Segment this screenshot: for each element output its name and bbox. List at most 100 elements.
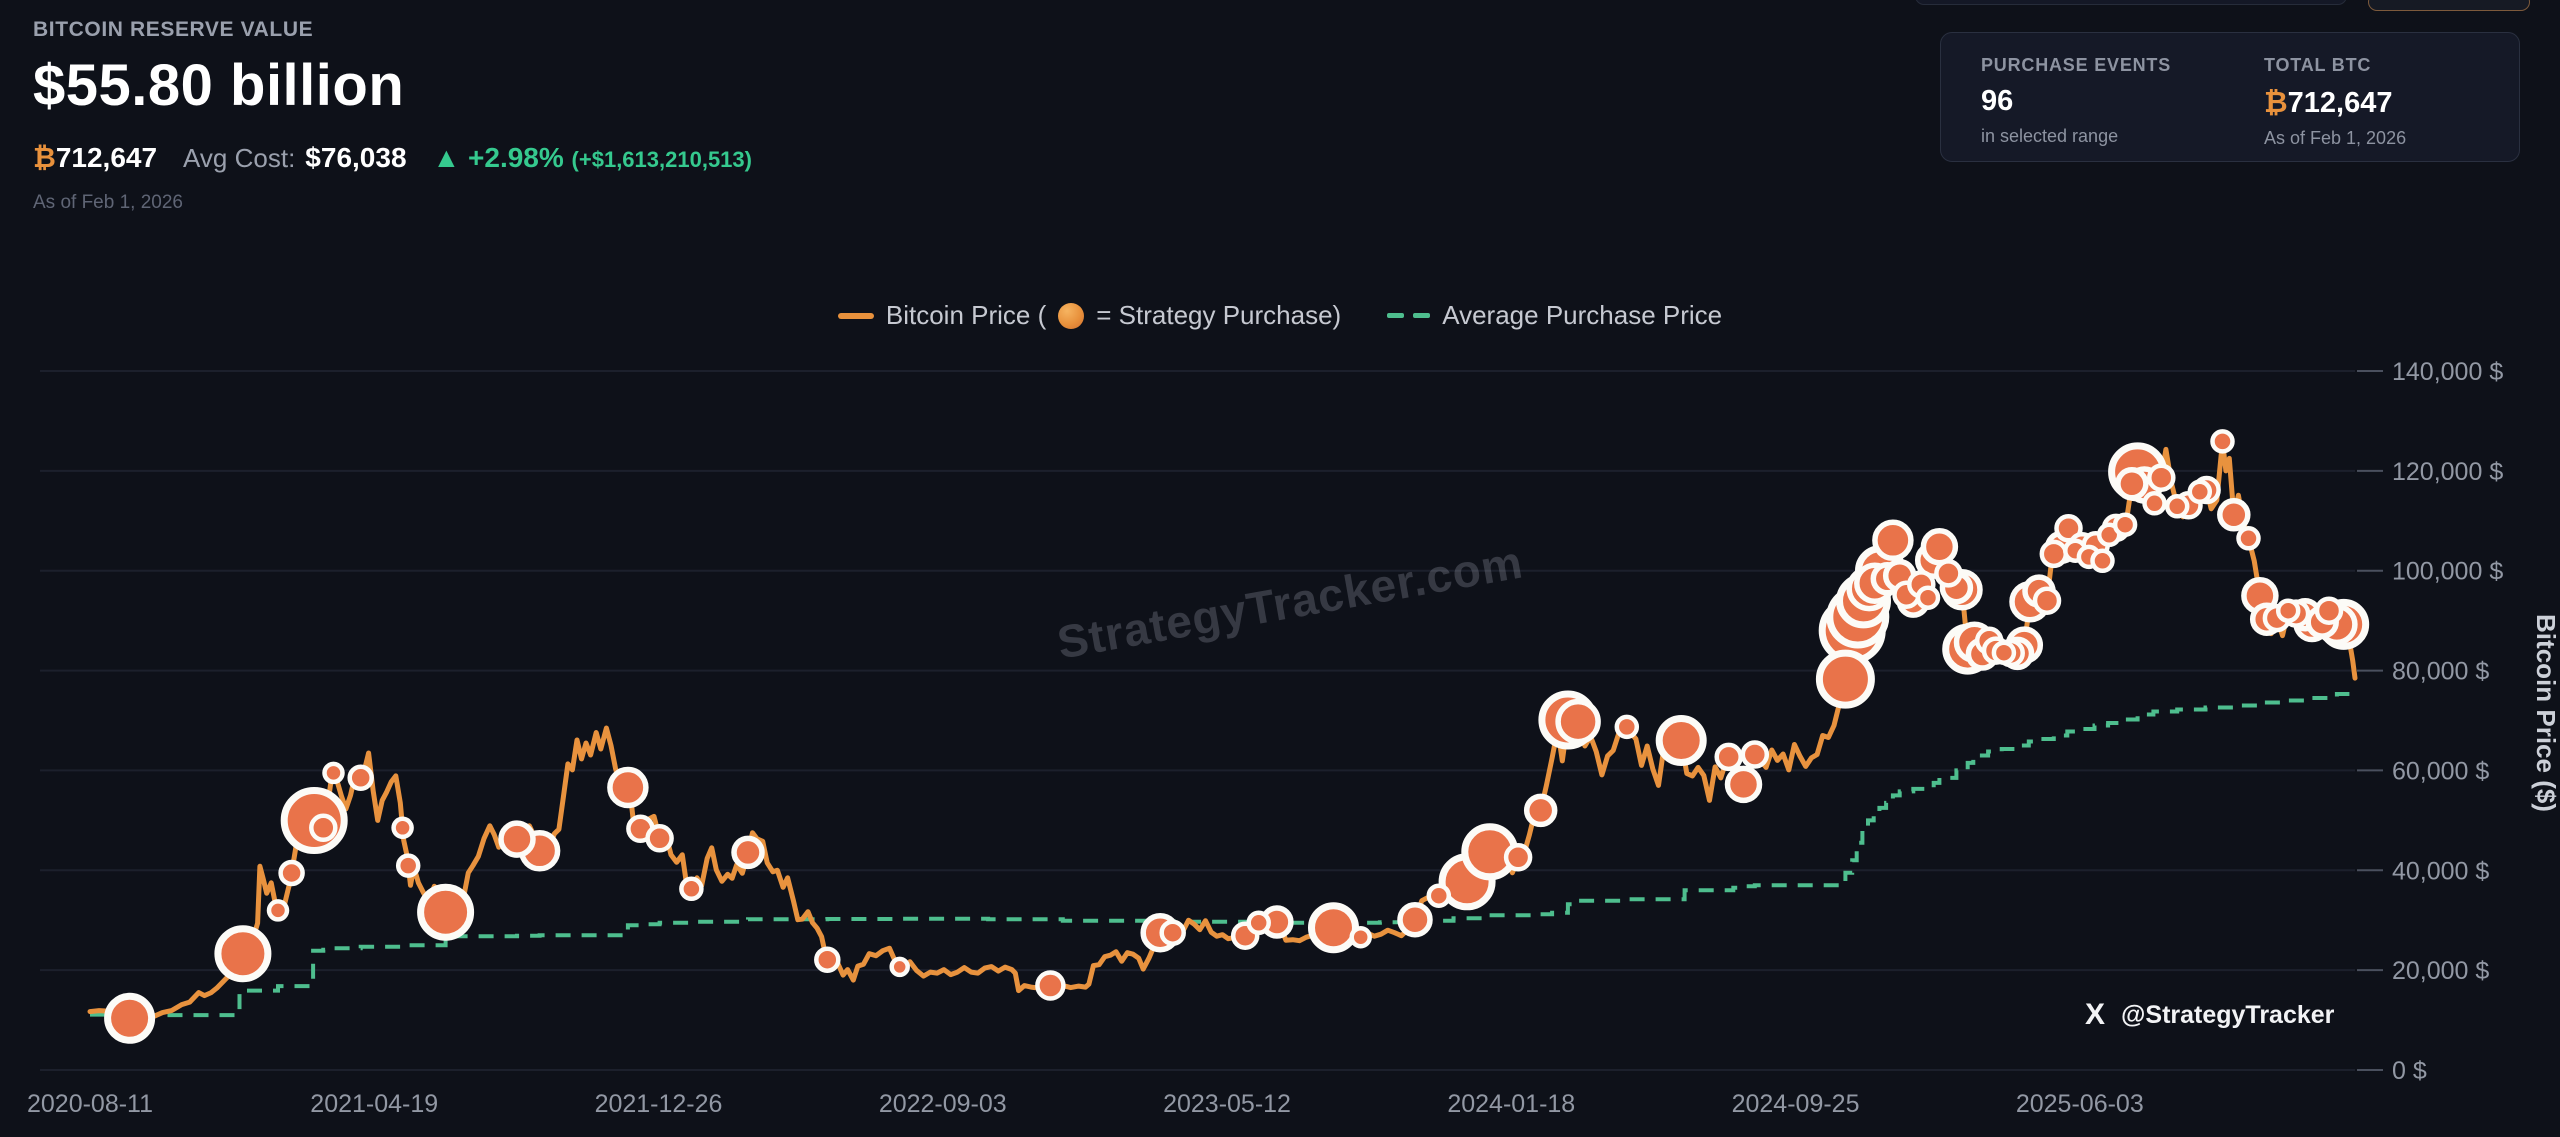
purchase-marker[interactable]	[2115, 467, 2149, 501]
purchase-marker[interactable]	[1246, 910, 1271, 936]
purchase-marker[interactable]	[1934, 559, 1963, 588]
purchase-events-label: PURCHASE EVENTS	[1981, 55, 2172, 75]
purchase-marker[interactable]	[607, 766, 649, 809]
credit-handle: @StrategyTracker	[2121, 1000, 2335, 1029]
purchase-marker[interactable]	[679, 876, 704, 902]
price-line-swatch	[837, 312, 874, 319]
x-tick-label: 2020-08-11	[27, 1090, 153, 1118]
purchase-events-value: 96	[1981, 85, 2014, 117]
legend-avg-label[interactable]: Average Purchase Price	[1442, 300, 1723, 330]
purchase-marker[interactable]	[2147, 463, 2176, 492]
x-tick-label: 2025-06-03	[2016, 1090, 2144, 1118]
range-button-cutoff[interactable]	[2368, 0, 2530, 11]
average-purchase-price-line[interactable]	[90, 690, 2357, 1018]
purchase-marker[interactable]	[2032, 586, 2062, 615]
x-tick-label: 2024-01-18	[1447, 1090, 1575, 1118]
purchase-marker[interactable]	[1308, 902, 1359, 954]
credit: X @StrategyTracker	[2085, 998, 2334, 1032]
purchase-marker[interactable]	[1815, 649, 1875, 709]
y-tick-label: 140,000 $	[2392, 358, 2503, 386]
purchase-marker[interactable]	[2142, 491, 2167, 516]
x-tick-label: 2023-05-12	[1163, 1090, 1291, 1118]
y-tick-label: 120,000 $	[2392, 458, 2503, 486]
reserve-value: $55.80 billion	[33, 53, 405, 118]
x-tick-label: 2024-09-25	[1732, 1090, 1860, 1118]
purchase-marker[interactable]	[2090, 548, 2115, 574]
up-arrow-icon: ▲	[432, 142, 461, 173]
purchase-marker[interactable]	[1614, 714, 1640, 740]
purchase-marker[interactable]	[1349, 925, 1372, 949]
purchase-marker-icon	[1058, 302, 1085, 329]
purchase-marker[interactable]	[1503, 843, 1533, 872]
purchase-marker[interactable]	[1426, 883, 1452, 908]
header: BITCOIN RESERVE VALUE $55.80 billion ₿71…	[33, 18, 752, 214]
x-tick-label: 2021-12-26	[595, 1090, 723, 1118]
total-btc-value: ₿712,647	[2264, 85, 2393, 119]
avg-cost-value: $76,038	[305, 142, 407, 173]
btc-icon: ₿	[33, 141, 56, 174]
purchase-marker[interactable]	[2210, 429, 2235, 454]
purchase-marker[interactable]	[322, 761, 345, 785]
purchase-marker[interactable]	[1397, 901, 1433, 938]
purchase-events-stat: PURCHASE EVENTS 96 in selected range	[1981, 55, 2171, 147]
purchase-marker[interactable]	[498, 820, 536, 858]
purchase-marker[interactable]	[1724, 765, 1763, 804]
purchase-marker[interactable]	[889, 956, 910, 978]
purchase-marker[interactable]	[645, 824, 674, 853]
purchase-marker[interactable]	[2187, 479, 2213, 505]
purchase-marker[interactable]	[1714, 742, 1743, 772]
x-logo-icon: X	[2085, 998, 2106, 1031]
legend-price-prefix[interactable]: Bitcoin Price (	[885, 300, 1047, 330]
page-title: BITCOIN RESERVE VALUE	[33, 18, 314, 41]
y-axis-title: Bitcoin Price ($)	[2531, 614, 2560, 812]
chart-legend: Bitcoin Price ( = Strategy Purchase) Ave…	[0, 300, 2560, 331]
total-btc-stat: TOTAL BTC ₿712,647 As of Feb 1, 2026	[2264, 55, 2406, 149]
purchase-marker[interactable]	[395, 853, 421, 878]
purchase-marker[interactable]	[347, 764, 374, 792]
y-tick-label: 60,000 $	[2392, 757, 2489, 785]
purchase-marker[interactable]	[1740, 740, 1770, 769]
purchase-marker[interactable]	[104, 992, 156, 1044]
purchase-marker[interactable]	[2217, 498, 2251, 532]
purchase-marker[interactable]	[814, 946, 841, 973]
purchase-marker[interactable]	[1655, 715, 1707, 766]
purchase-marker[interactable]	[2236, 526, 2261, 551]
change-absolute: (+$1,613,210,513)	[571, 147, 752, 172]
purchase-marker[interactable]	[731, 835, 765, 870]
purchase-marker[interactable]	[1872, 519, 1914, 562]
purchase-marker[interactable]	[417, 883, 475, 941]
stats-card: PURCHASE EVENTS 96 in selected range TOT…	[1940, 32, 2520, 162]
purchase-marker[interactable]	[1523, 793, 1558, 828]
x-tick-label: 2021-04-19	[310, 1090, 438, 1118]
y-tick-label: 20,000 $	[2392, 957, 2489, 985]
as-of-date: As of Feb 1, 2026	[33, 192, 183, 213]
y-tick-label: 40,000 $	[2392, 857, 2489, 885]
purchase-marker[interactable]	[1555, 698, 1601, 745]
total-btc-sub: As of Feb 1, 2026	[2264, 128, 2407, 148]
legend-price-suffix[interactable]: = Strategy Purchase)	[1096, 300, 1342, 330]
purchase-marker[interactable]	[1920, 527, 1959, 566]
purchase-marker[interactable]	[2275, 598, 2301, 623]
purchase-marker[interactable]	[1991, 640, 2017, 665]
purchase-marker[interactable]	[2039, 539, 2069, 569]
purchase-marker[interactable]	[2314, 596, 2344, 625]
purchase-marker[interactable]	[391, 816, 414, 840]
purchase-events-sub: in selected range	[1981, 126, 2119, 146]
avg-line-swatch	[1387, 313, 1431, 318]
y-tick-label: 80,000 $	[2392, 658, 2489, 686]
purchase-marker[interactable]	[214, 925, 272, 983]
purchase-marker[interactable]	[1035, 970, 1066, 1001]
purchase-marker[interactable]	[278, 859, 305, 887]
x-tick-label: 2022-09-03	[879, 1090, 1007, 1118]
purchase-marker[interactable]	[2164, 494, 2190, 519]
purchase-marker[interactable]	[1915, 585, 1941, 610]
y-tick-label: 100,000 $	[2392, 558, 2503, 586]
purchase-marker[interactable]	[1159, 919, 1186, 946]
range-selector-cutoff[interactable]	[1915, 0, 2347, 5]
total-btc-label: TOTAL BTC	[2264, 55, 2372, 75]
purchase-marker[interactable]	[309, 813, 338, 843]
purchase-marker[interactable]	[266, 899, 290, 922]
btc-icon: ₿	[2264, 85, 2288, 119]
purchase-marker[interactable]	[2112, 512, 2138, 537]
